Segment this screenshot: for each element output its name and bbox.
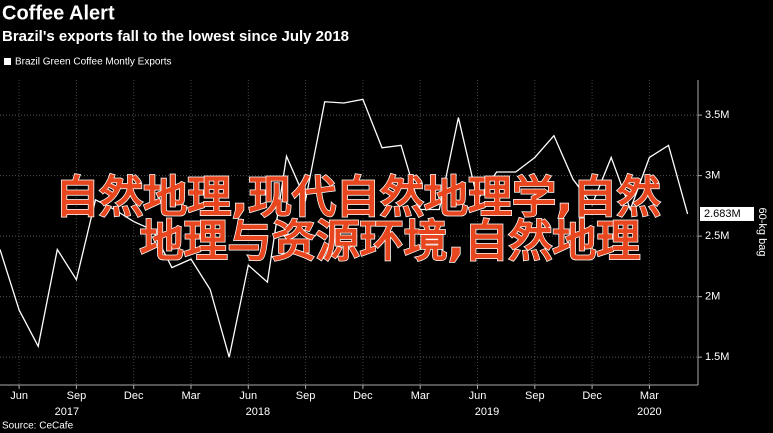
x-tick-label: Jun	[469, 390, 487, 402]
y-tick-label: 2.5M	[705, 230, 729, 242]
x-tick-label: Sep	[296, 390, 316, 402]
x-tick-label: Mar	[640, 390, 659, 402]
value-label: 2.683M	[704, 208, 741, 220]
series-line	[0, 98, 689, 358]
x-tick-label: Mar	[411, 390, 430, 402]
y-tick-label: 1.5M	[705, 351, 729, 363]
value-label-box	[700, 206, 754, 221]
x-tick-label: Jun	[239, 390, 257, 402]
y-axis-label: 60-kg bag	[756, 208, 768, 257]
x-tick-label: Dec	[582, 390, 602, 402]
x-tick-label: Sep	[67, 390, 87, 402]
x-tick-label: Sep	[525, 390, 545, 402]
x-year-label: 2018	[246, 406, 270, 418]
y-tick-label: 3M	[705, 170, 720, 182]
legend-label: Brazil Green Coffee Montly Exports	[15, 57, 172, 68]
overlay-text: 地理与资源环境,自然地理	[140, 216, 641, 267]
x-tick-label: Dec	[124, 390, 144, 402]
y-tick-label: 3.5M	[705, 109, 729, 121]
chart-subtitle: Brazil's exports fall to the lowest sinc…	[2, 28, 349, 45]
chart-title: Coffee Alert	[2, 2, 115, 24]
overlay-text: 自然地理,现代自然地理学,自然	[55, 172, 660, 223]
x-tick-label: Dec	[353, 390, 373, 402]
y-tick-label: 2M	[705, 291, 720, 303]
x-year-label: 2019	[475, 406, 499, 418]
legend-swatch	[4, 58, 11, 65]
x-year-label: 2020	[637, 406, 661, 418]
source: Source: CeCafe	[2, 421, 74, 432]
x-tick-label: Jun	[10, 390, 28, 402]
x-tick-label: Mar	[182, 390, 201, 402]
x-year-label: 2017	[55, 406, 79, 418]
